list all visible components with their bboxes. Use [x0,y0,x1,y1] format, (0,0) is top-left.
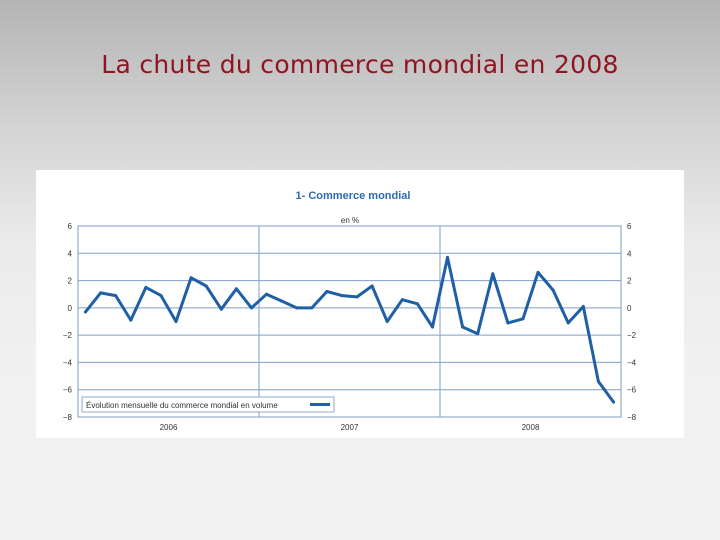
chart-unit: en % [341,216,359,225]
line-chart: 1- Commerce mondial en % 6 4 2 0 −2 −4 −6 −8 6 4… [63,190,637,432]
x-year-label: 2007 [341,423,359,432]
y-tick-label-left: −6 [63,386,73,395]
y-tick-label-right: 0 [627,304,632,313]
data-point [129,318,133,322]
y-tick-label-left: 6 [68,222,73,231]
data-point [431,325,434,329]
data-point [446,255,449,259]
y-tick-label-left: 2 [68,277,73,286]
data-point [189,276,193,280]
x-year-label: 2008 [522,423,540,432]
y-tick-label-right: −8 [627,413,637,422]
data-point [612,400,615,404]
data-point [596,380,600,383]
y-tick-label-right: 4 [627,249,632,258]
legend-label: Évolution mensuelle du commerce mondial … [86,401,278,410]
data-point [400,298,404,302]
data-point [415,302,419,306]
series-line [84,255,615,404]
data-point [566,321,570,325]
data-point [219,307,223,311]
data-point [84,310,87,314]
y-tick-label-left: −4 [63,358,73,367]
data-point [234,287,238,291]
slide-title: La chute du commerce mondial en 2008 [101,50,619,79]
y-tick-label-right: −2 [627,331,637,340]
data-point [114,294,118,298]
data-point [491,272,495,276]
data-point [325,290,329,293]
data-point [159,294,163,298]
data-point [536,270,540,274]
chart-title: 1- Commerce mondial [296,190,411,202]
x-year-label: 2006 [160,423,178,432]
chart-legend: Évolution mensuelle du commerce mondial … [81,396,335,413]
data-point [355,295,359,299]
y-tick-label-left: −2 [63,331,73,340]
data-point [385,320,389,323]
data-point [144,285,148,289]
y-tick-label-right: −6 [627,386,637,395]
data-point [250,306,253,310]
data-point [99,291,103,295]
data-point [551,288,555,292]
y-tick-label-right: 6 [627,222,632,231]
y-tick-label-right: 2 [627,277,632,286]
data-point [581,305,585,308]
y-tick-label-left: 4 [68,249,73,258]
data-point [295,306,299,310]
data-point [280,299,284,303]
data-point [174,320,178,323]
chart-panel: 1- Commerce mondial en % 6 4 2 0 −2 −4 −6 −8 6 4… [36,170,684,438]
plot-frame [77,225,622,418]
data-point [476,332,480,336]
data-point [521,317,525,321]
y-tick-label-left: −8 [63,413,73,422]
data-point [204,284,208,288]
data-point [370,284,374,288]
data-point [461,325,465,329]
data-point [265,292,268,296]
data-point [310,306,314,310]
y-tick-label-left: 0 [68,304,73,313]
data-point [340,294,344,298]
data-point [506,321,510,325]
y-tick-label-right: −4 [627,358,637,367]
